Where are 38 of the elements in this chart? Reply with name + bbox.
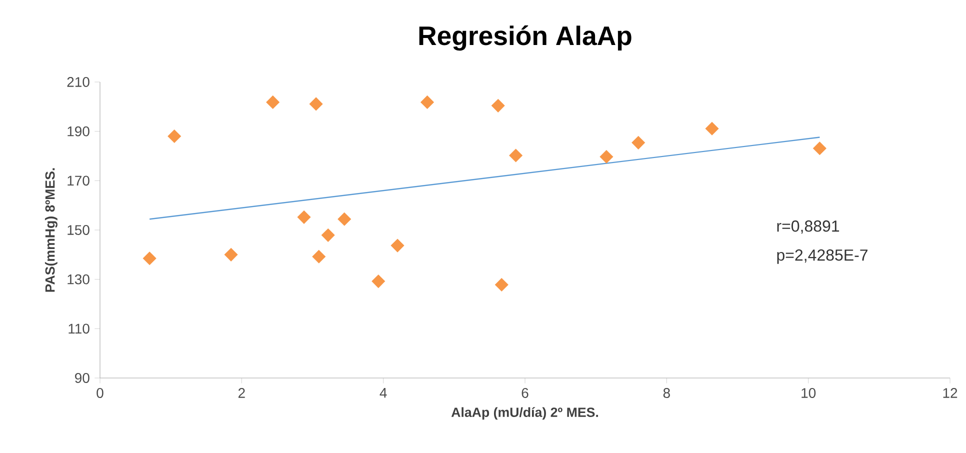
point [309,97,323,111]
point [372,274,386,288]
point [494,278,508,292]
y-tick-label: 170 [68,176,90,186]
y-tick-label: 90 [75,373,90,383]
point [142,252,156,266]
point [420,96,434,109]
chart-title: Regresión AlaAp [419,25,632,51]
x-tick-label: 2 [238,388,245,398]
point [312,250,326,264]
x-tick-label: 10 [802,388,816,398]
y-axis-title: PAS(mmHg) 8ºMES. [44,168,58,292]
point [297,210,311,224]
point [509,148,522,162]
x-tick-label: 4 [380,388,387,398]
point [390,238,404,252]
x-axis-title: AlaAp (mU/día) 2º MES. [451,407,598,420]
y-tick-label: 150 [68,225,90,235]
x-tick-label: 0 [96,388,104,398]
y-tick-label: 190 [68,126,90,136]
point [321,228,335,242]
point [168,130,182,143]
point [224,248,238,262]
x-tick-label: 8 [663,388,670,398]
x-tick-label: 12 [943,388,958,398]
x-tick-label: 6 [522,388,528,398]
point [266,96,280,109]
point [813,142,826,156]
point [600,150,614,164]
y-tick-label: 130 [68,274,90,284]
y-tick-label: 210 [67,77,90,87]
annotation: p=2,4285E-7 [777,249,868,264]
point [491,98,505,112]
point [632,136,646,150]
y-tick-label: 110 [68,324,90,334]
point [338,212,352,226]
annotation: r=0,8891 [777,220,840,234]
point [705,122,719,136]
